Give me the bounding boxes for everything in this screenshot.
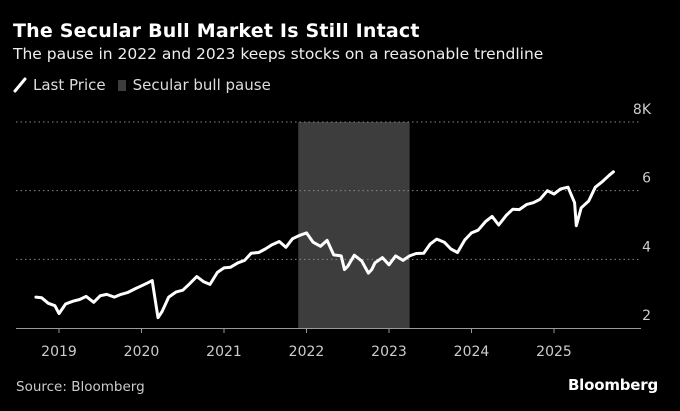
chart-subtitle: The pause in 2022 and 2023 keeps stocks …: [13, 45, 544, 63]
y-tick-label: 4: [642, 239, 651, 255]
shaded-box-icon: [117, 79, 126, 91]
line-layer: [34, 170, 615, 320]
legend-label-secular-bull-pause: Secular bull pause: [132, 76, 271, 94]
legend-item-last-price: Last Price: [13, 76, 106, 94]
line-icon: [13, 77, 27, 93]
x-tick-label: 2020: [124, 344, 160, 360]
source-note: Source: Bloomberg: [16, 379, 145, 395]
y-tick-label: 8K: [633, 102, 652, 118]
x-tick-label: 2021: [206, 344, 242, 360]
x-tick-label: 2022: [289, 344, 325, 360]
y-tick-label: 6: [642, 171, 651, 187]
legend: Last Price Secular bull pause: [13, 76, 283, 94]
legend-label-last-price: Last Price: [33, 76, 106, 94]
shaded-region: [298, 122, 410, 328]
x-tick-label: 2023: [371, 344, 407, 360]
series-line-last-price: [34, 170, 615, 320]
axis-layer: 2 4 6 8K 2019 2020 2021 2022 2023 2024 2025: [16, 102, 652, 360]
y-tick-label: 2: [642, 308, 651, 324]
x-tick-label: 2025: [536, 344, 572, 360]
x-tick-label: 2019: [41, 344, 77, 360]
chart-title: The Secular Bull Market Is Still Intact: [13, 20, 420, 42]
legend-item-secular-bull-pause: Secular bull pause: [117, 76, 271, 94]
x-tick-label: 2024: [454, 344, 490, 360]
brand-logo: Bloomberg: [567, 376, 658, 394]
grid-layer: [16, 121, 641, 260]
shade-layer: [298, 122, 410, 328]
